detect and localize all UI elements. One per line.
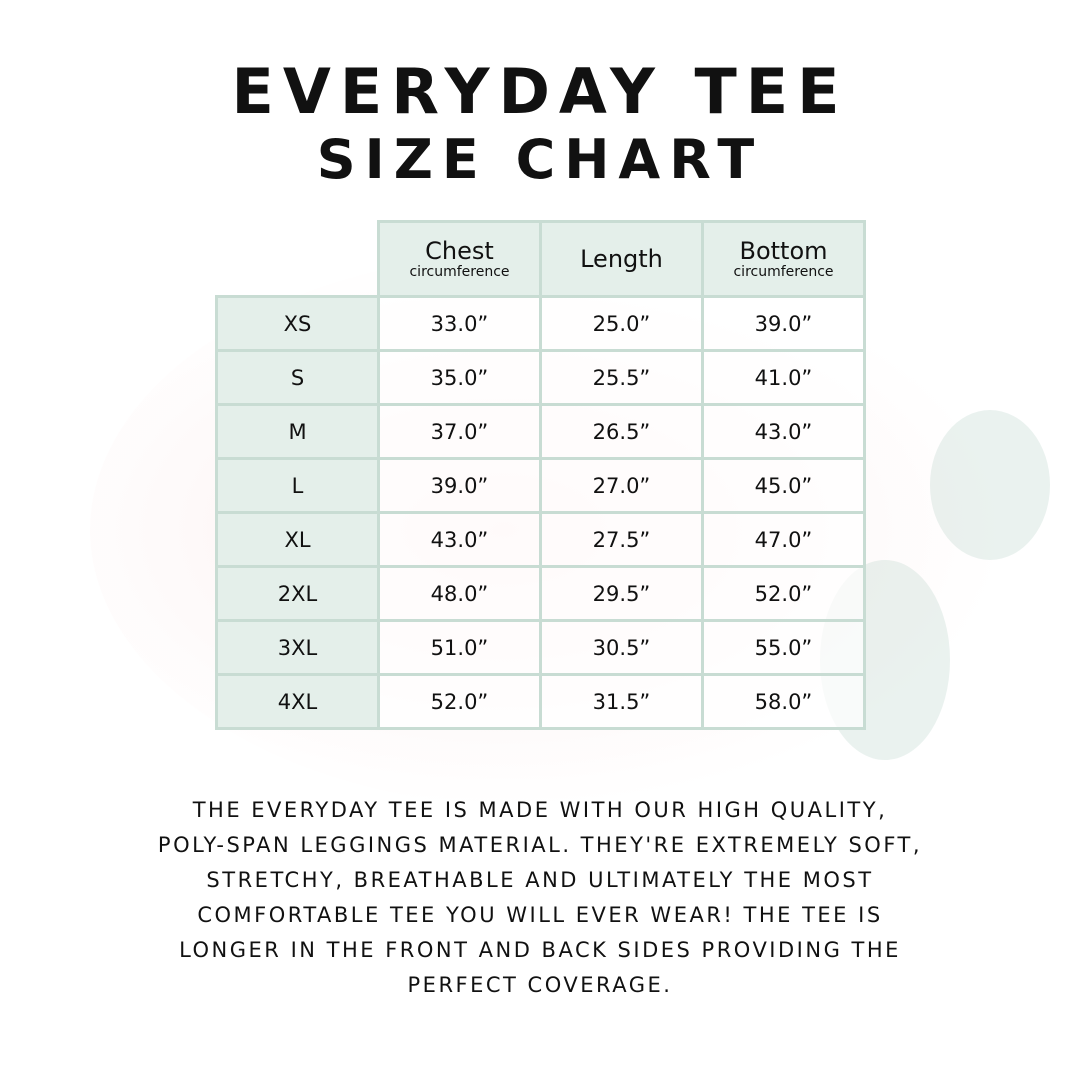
column-header-chest: Chest circumference [377,220,542,298]
length-value: 25.0” [539,295,704,352]
chest-value: 51.0” [377,619,542,676]
chest-value: 39.0” [377,457,542,514]
length-value: 25.5” [539,349,704,406]
header-row: Chest circumference Length Bottom circumfe… [217,220,866,298]
description-line: THE EVERYDAY TEE IS MADE WITH OUR HIGH Q… [192,798,888,822]
column-header-length: Length [539,220,704,298]
chest-value: 37.0” [377,403,542,460]
title-line-1: EVERYDAY TEE [231,55,849,128]
bottom-value: 52.0” [701,565,866,622]
table-row: S 35.0” 25.5” 41.0” [215,349,866,406]
length-value: 29.5” [539,565,704,622]
description-line: COMFORTABLE TEE YOU WILL EVER WEAR! THE … [197,903,883,927]
table-row: XL 43.0” 27.5” 47.0” [215,511,866,568]
size-label: XS [215,295,380,352]
size-label: 4XL [215,673,380,730]
chest-value: 33.0” [377,295,542,352]
table-row: XS 33.0” 25.0” 39.0” [215,295,866,352]
chest-value: 43.0” [377,511,542,568]
bottom-value: 55.0” [701,619,866,676]
table-row: 2XL 48.0” 29.5” 52.0” [215,565,866,622]
bottom-value: 41.0” [701,349,866,406]
length-value: 27.5” [539,511,704,568]
length-value: 27.0” [539,457,704,514]
size-label: M [215,403,380,460]
bottom-value: 47.0” [701,511,866,568]
description: THE EVERYDAY TEE IS MADE WITH OUR HIGH Q… [0,793,1080,1003]
column-header-bottom: Bottom circumference [701,220,866,298]
bottom-value: 39.0” [701,295,866,352]
size-label: 3XL [215,619,380,676]
size-label: S [215,349,380,406]
description-line: POLY-SPAN LEGGINGS MATERIAL. THEY'RE EXT… [157,833,923,857]
title-line-2: SIZE CHART [316,128,764,191]
size-label: L [215,457,380,514]
size-label: XL [215,511,380,568]
size-table: Chest circumference Length Bottom circumfe… [215,220,866,730]
table-row: 3XL 51.0” 30.5” 55.0” [215,619,866,676]
length-value: 31.5” [539,673,704,730]
size-label: 2XL [215,565,380,622]
table-row: L 39.0” 27.0” 45.0” [215,457,866,514]
bottom-value: 45.0” [701,457,866,514]
chest-value: 52.0” [377,673,542,730]
length-value: 26.5” [539,403,704,460]
table-row: M 37.0” 26.5” 43.0” [215,403,866,460]
corner-cell [217,222,379,297]
description-line: STRETCHY, BREATHABLE AND ULTIMATELY THE … [206,868,874,892]
cactus-decoration [930,410,1050,560]
description-line: LONGER IN THE FRONT AND BACK SIDES PROVI… [179,938,901,962]
length-value: 30.5” [539,619,704,676]
chest-value: 35.0” [377,349,542,406]
bottom-value: 43.0” [701,403,866,460]
chest-value: 48.0” [377,565,542,622]
table-row: 4XL 52.0” 31.5” 58.0” [215,673,866,730]
bottom-value: 58.0” [701,673,866,730]
description-line: PERFECT COVERAGE. [407,973,673,997]
